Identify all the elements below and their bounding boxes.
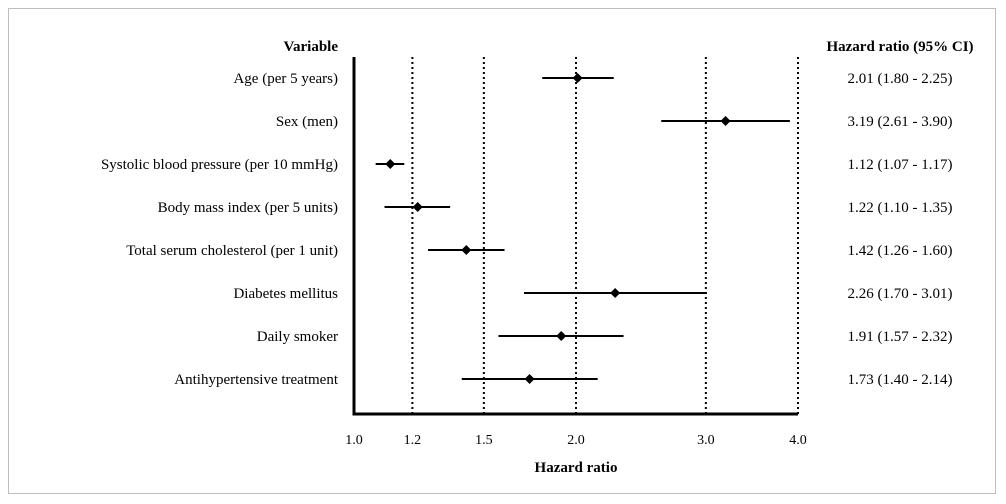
axes — [352, 57, 798, 416]
row-label: Antihypertensive treatment — [174, 372, 339, 388]
row-label: Total serum cholesterol (per 1 unit) — [126, 243, 338, 259]
row-label: Diabetes mellitus — [233, 286, 338, 302]
x-tick-label: 1.5 — [475, 433, 493, 448]
forest-row: Sex (men) 3.19 (2.61 - 3.90) — [276, 114, 953, 130]
forest-rows: Age (per 5 years) 2.01 (1.80 - 2.25) Sex (… — [101, 71, 953, 388]
forest-row: Antihypertensive treatment 1.73 (1.40 - 2… — [174, 372, 952, 388]
row-label: Daily smoker — [257, 329, 338, 345]
forest-row: Daily smoker 1.91 (1.57 - 2.32) — [257, 329, 953, 345]
forest-row: Age (per 5 years) 2.01 (1.80 - 2.25) — [233, 71, 952, 87]
x-tick-label: 3.0 — [697, 433, 715, 448]
row-label: Body mass index (per 5 units) — [158, 200, 338, 216]
forest-row: Systolic blood pressure (per 10 mmHg) 1.1… — [101, 157, 953, 173]
hazard-ratio-value: 3.19 (2.61 - 3.90) — [848, 114, 953, 130]
hazard-ratio-value: 1.12 (1.07 - 1.17) — [848, 157, 953, 173]
hazard-ratio-marker — [385, 159, 396, 169]
hazard-ratio-value: 1.42 (1.26 - 1.60) — [848, 243, 953, 259]
column-header-hazard-ratio: Hazard ratio (95% CI) — [826, 39, 973, 55]
x-tick-label: 2.0 — [567, 433, 585, 448]
x-tick-label: 4.0 — [789, 433, 807, 448]
x-tick-labels: 1.0 1.2 1.5 2.0 3.0 4.0 — [345, 433, 807, 448]
hazard-ratio-marker — [461, 245, 472, 255]
x-tick-label: 1.0 — [345, 433, 363, 448]
hazard-ratio-marker — [524, 374, 535, 384]
forest-row: Body mass index (per 5 units) 1.22 (1.10 … — [158, 200, 953, 216]
row-label: Systolic blood pressure (per 10 mmHg) — [101, 157, 338, 173]
hazard-ratio-value: 1.91 (1.57 - 2.32) — [848, 329, 953, 345]
hazard-ratio-marker — [412, 202, 423, 212]
x-axis-title: Hazard ratio — [535, 460, 618, 476]
hazard-ratio-value: 1.73 (1.40 - 2.14) — [848, 372, 953, 388]
forest-row: Total serum cholesterol (per 1 unit) 1.42… — [126, 243, 952, 259]
hazard-ratio-marker — [610, 288, 621, 298]
reference-lines — [411, 57, 799, 414]
hazard-ratio-marker — [720, 116, 731, 126]
hazard-ratio-value: 2.01 (1.80 - 2.25) — [848, 71, 953, 87]
hazard-ratio-marker — [572, 73, 583, 83]
row-label: Sex (men) — [276, 114, 338, 130]
hazard-ratio-value: 2.26 (1.70 - 3.01) — [848, 286, 953, 302]
hazard-ratio-marker — [556, 331, 567, 341]
column-header-variable: Variable — [284, 39, 339, 55]
x-tick-label: 1.2 — [404, 433, 422, 448]
forest-row: Diabetes mellitus 2.26 (1.70 - 3.01) — [233, 286, 952, 302]
hazard-ratio-value: 1.22 (1.10 - 1.35) — [848, 200, 953, 216]
row-label: Age (per 5 years) — [233, 71, 338, 87]
